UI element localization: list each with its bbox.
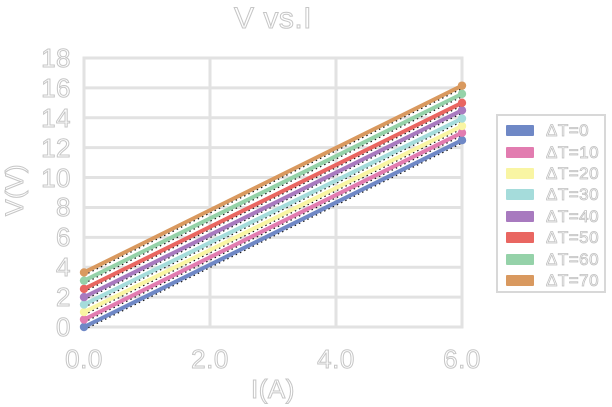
- legend-swatch: [506, 253, 534, 265]
- series-line: [82, 100, 464, 291]
- legend-label: ΔT=50: [546, 228, 600, 248]
- legend-entry: ΔT=60: [506, 248, 604, 269]
- legend-entry: ΔT=50: [506, 227, 604, 248]
- data-point: [79, 315, 89, 324]
- data-point: [457, 128, 467, 137]
- data-point: [457, 135, 467, 145]
- legend-entry: ΔT=20: [506, 163, 604, 184]
- y-tick-label: 18: [41, 43, 71, 73]
- data-point: [457, 121, 467, 131]
- data-point: [79, 276, 89, 285]
- series-line: [82, 116, 464, 307]
- fit-line: [83, 120, 463, 308]
- series-line: [82, 138, 464, 329]
- fit-line: [83, 128, 463, 316]
- y-tick-label: 6: [56, 222, 71, 253]
- y-tick-label: 2: [56, 282, 71, 313]
- data-point: [79, 284, 89, 294]
- fit-line: [83, 134, 463, 323]
- legend-swatch: [506, 125, 534, 137]
- legend-label: ΔT=70: [546, 270, 600, 290]
- series-line: [82, 91, 464, 283]
- legend-label: ΔT=60: [546, 249, 600, 269]
- series-line: [82, 123, 464, 315]
- legend-swatch: [506, 167, 534, 179]
- y-tick-label: 4: [56, 252, 71, 283]
- data-point: [79, 292, 89, 302]
- x-axis-label: I(A): [251, 374, 295, 405]
- legend-swatch: [506, 146, 534, 158]
- legend-entry: ΔT=30: [506, 184, 604, 205]
- data-point: [79, 268, 89, 277]
- data-point: [457, 114, 467, 123]
- y-tick-label: 8: [56, 192, 71, 223]
- y-tick-label: 16: [41, 72, 71, 103]
- x-tick-label: 4.0: [317, 344, 355, 374]
- y-tick-label: 12: [41, 132, 71, 163]
- legend-entry: ΔT=70: [506, 270, 604, 291]
- data-point: [457, 98, 467, 108]
- legend-swatch: [506, 232, 534, 244]
- legend-entry: ΔT=0: [506, 120, 604, 141]
- data-point: [79, 300, 89, 309]
- x-tick-label: 6.0: [443, 344, 481, 374]
- legend-swatch: [506, 210, 534, 222]
- data-point: [79, 322, 89, 332]
- series-line: [82, 108, 464, 300]
- data-point: [457, 106, 467, 115]
- x-tick-label: 2.0: [191, 344, 229, 374]
- fit-line: [83, 96, 463, 285]
- legend-label: ΔT=20: [546, 163, 600, 183]
- legend-label: ΔT=0: [546, 121, 590, 141]
- legend-label: ΔT=30: [546, 185, 600, 205]
- chart-title: V vs.I: [233, 2, 312, 36]
- y-tick-label: 14: [41, 102, 71, 133]
- series-line: [82, 83, 464, 275]
- legend-label: ΔT=10: [546, 142, 600, 162]
- legend-entry: ΔT=40: [506, 206, 604, 227]
- legend: ΔT=0 ΔT=10 ΔT=20 ΔT=30 ΔT=40 ΔT=50 ΔT=60 ΔT=70: [496, 114, 606, 293]
- plot-frame: [82, 56, 464, 329]
- data-point: [457, 89, 467, 99]
- legend-label: ΔT=40: [546, 206, 600, 226]
- x-tick-label: 0.0: [65, 344, 103, 374]
- legend-swatch: [506, 189, 534, 201]
- fit-line: [83, 105, 463, 293]
- legend-entry: ΔT=10: [506, 141, 604, 162]
- series-line: [82, 130, 464, 322]
- y-tick-label: 10: [41, 162, 71, 193]
- data-point: [457, 81, 467, 90]
- y-tick-label: 0: [56, 312, 71, 342]
- legend-swatch: [506, 274, 534, 286]
- data-point: [79, 307, 89, 317]
